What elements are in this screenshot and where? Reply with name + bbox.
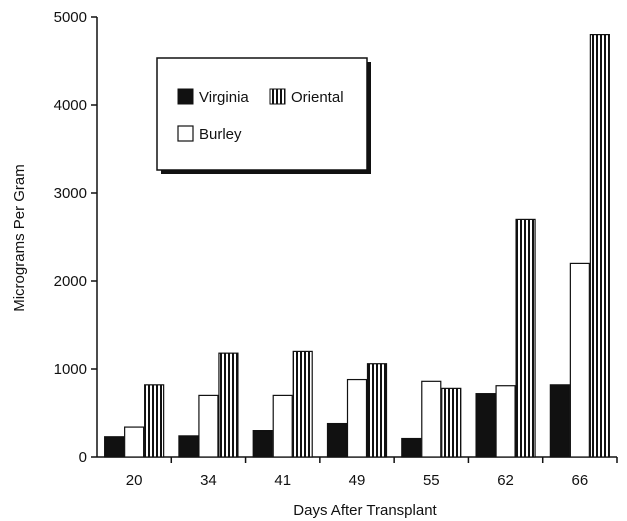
bar-burley-34 [198, 394, 219, 458]
bar-virginia-49 [326, 422, 348, 458]
legend-box [156, 57, 368, 171]
bar-virginia-20 [104, 436, 125, 458]
bar-virginia-34 [178, 435, 199, 458]
y-tick-label: 0 [79, 449, 87, 466]
legend-swatch-burley [177, 125, 194, 142]
legend-label-burley: Burley [199, 126, 242, 143]
bar-virginia-55 [401, 437, 422, 458]
legend-swatch-virginia [177, 88, 194, 105]
legend-label-oriental: Oriental [291, 89, 344, 106]
bar-oriental-55 [441, 387, 462, 458]
x-tick-label: 66 [572, 472, 589, 489]
x-tick-label: 49 [349, 472, 366, 489]
x-tick-label: 20 [126, 472, 143, 489]
legend-swatch-oriental [269, 88, 286, 105]
bar-burley-41 [272, 394, 293, 458]
bar-oriental-49 [366, 363, 388, 458]
bar-burley-49 [346, 378, 368, 458]
bar-oriental-41 [292, 350, 313, 458]
bar-burley-20 [124, 426, 145, 458]
bar-oriental-66 [589, 33, 610, 458]
bar-oriental-20 [144, 384, 165, 458]
y-tick-label: 1000 [54, 361, 87, 378]
bar-burley-66 [569, 262, 590, 458]
bar-virginia-62 [475, 393, 496, 458]
bar-virginia-66 [549, 384, 570, 458]
legend-label-virginia: Virginia [199, 89, 249, 106]
y-tick-label: 3000 [54, 185, 87, 202]
y-tick-label: 4000 [54, 97, 87, 114]
bar-virginia-41 [252, 430, 273, 458]
bar-oriental-62 [515, 218, 536, 458]
y-tick-label: 5000 [54, 9, 87, 26]
y-axis-title: Micrograms Per Gram [11, 164, 28, 312]
x-tick-label: 41 [274, 472, 291, 489]
y-tick-label: 2000 [54, 273, 87, 290]
tick-labels: 0 1000 2000 3000 4000 5000 20 34 41 49 55 62 66 [54, 9, 589, 489]
x-tick-label: 34 [200, 472, 217, 489]
x-tick-label: 55 [423, 472, 440, 489]
bar-burley-62 [495, 385, 516, 458]
bar-burley-55 [421, 380, 442, 458]
bars [104, 33, 610, 458]
legend: Virginia Oriental Burley [156, 57, 371, 174]
x-axis-title: Days After Transplant [293, 502, 437, 519]
x-tick-label: 62 [497, 472, 514, 489]
bar-oriental-34 [218, 352, 239, 458]
